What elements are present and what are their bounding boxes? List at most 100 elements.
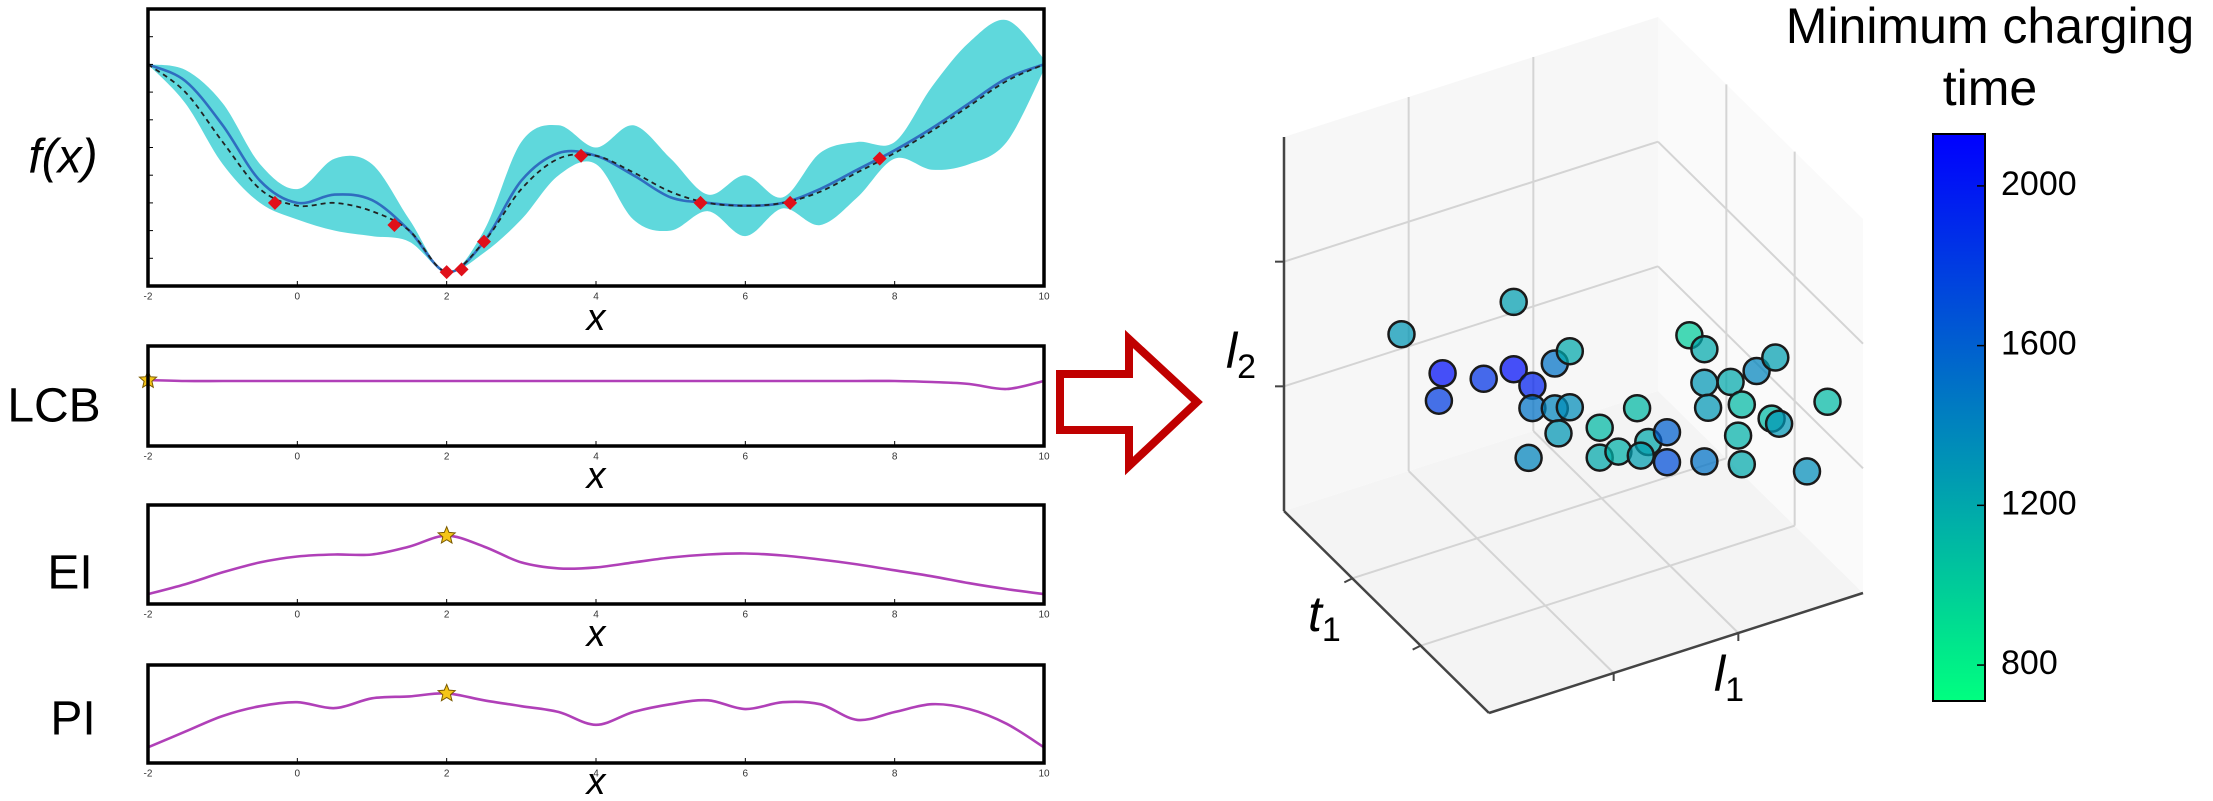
observation — [439, 265, 454, 280]
observation — [477, 234, 491, 249]
data-point — [1387, 319, 1416, 349]
y-axis-label: EI — [47, 547, 92, 600]
axis-label: t1 — [1308, 586, 1341, 649]
data-point — [1652, 417, 1682, 447]
axis-tick — [1343, 577, 1353, 584]
x-tick-label: -2 — [144, 769, 153, 780]
x-axis-label: x — [585, 455, 608, 497]
axis-label-subscript: 2 — [1237, 348, 1256, 386]
data-point — [1622, 393, 1652, 423]
data-point — [1544, 419, 1573, 448]
axis-line — [1488, 591, 1864, 715]
axis-label: l2 — [1226, 323, 1256, 386]
data-point — [1761, 343, 1790, 372]
axis-label-subscript: 1 — [1725, 671, 1744, 709]
data-point — [1585, 413, 1614, 442]
x-tick-label: 8 — [892, 292, 898, 303]
x-tick-label: 10 — [1038, 769, 1050, 780]
y-axis-label: f(x) — [28, 131, 97, 184]
back-pane — [1284, 17, 1658, 511]
data-point — [1792, 457, 1822, 486]
pane-grid — [1407, 470, 1615, 674]
axis-label-main: l — [1714, 646, 1727, 702]
colorbar — [1932, 133, 1986, 702]
x-tick-label: 0 — [295, 610, 301, 621]
x-tick-label: 6 — [743, 610, 749, 621]
observation — [267, 195, 282, 210]
data-point — [1727, 390, 1757, 419]
x-tick-label: -2 — [144, 292, 153, 303]
data-point — [1626, 441, 1656, 470]
confidence-band — [148, 19, 1044, 273]
x-tick-label: -2 — [144, 610, 153, 621]
curve — [147, 378, 1045, 391]
floor-pane — [1284, 391, 1863, 713]
pane-grid — [1283, 140, 1659, 263]
observation — [574, 148, 589, 163]
data-point — [1469, 364, 1498, 394]
next-sample-star — [436, 525, 457, 545]
x-tick-label: 10 — [1038, 452, 1050, 463]
x-tick-label: 2 — [444, 769, 450, 780]
x-tick-label: 4 — [593, 610, 599, 621]
x-tick-label: 8 — [892, 610, 898, 621]
observation — [387, 218, 402, 233]
colorbar-tick-label: 1200 — [2001, 484, 2077, 522]
x-tick-label: 10 — [1038, 610, 1050, 621]
x-tick-label: 2 — [444, 452, 450, 463]
x-tick-label: 6 — [743, 452, 749, 463]
data-point — [1428, 359, 1457, 388]
axis-label-main: t — [1308, 586, 1324, 642]
observation — [783, 195, 798, 210]
data-point — [1514, 443, 1543, 473]
data-point — [1499, 354, 1528, 384]
colorbar-tick-label: 2000 — [2001, 165, 2077, 203]
curve — [147, 534, 1045, 596]
curve — [147, 63, 1045, 274]
colorbar-title: time — [1943, 60, 2037, 116]
y-axis-label: PI — [50, 693, 95, 746]
data-point — [1727, 450, 1757, 479]
x-tick-label: 6 — [743, 769, 749, 780]
x-tick-label: 0 — [295, 452, 301, 463]
x-tick-label: -2 — [144, 452, 153, 463]
x-tick-label: 4 — [593, 452, 599, 463]
data-point — [1690, 368, 1719, 398]
axis-tick — [1412, 644, 1422, 651]
pane-grid — [1657, 140, 1864, 345]
panel-frame — [146, 344, 1046, 448]
next-sample-star — [436, 683, 457, 702]
data-point — [1764, 409, 1794, 438]
data-point — [1555, 336, 1585, 366]
data-point — [1690, 334, 1719, 364]
observation — [454, 262, 469, 277]
data-point — [1813, 387, 1842, 417]
x-tick-label: 8 — [892, 769, 898, 780]
arrow — [1056, 329, 1203, 476]
observation — [693, 195, 708, 210]
x-axis-label: x — [585, 613, 608, 655]
x-tick-label: 10 — [1038, 292, 1050, 303]
x-tick-label: 0 — [295, 292, 301, 303]
x-axis-label: x — [585, 761, 608, 801]
data-point — [1723, 421, 1753, 450]
side-pane — [1658, 17, 1863, 593]
axis-line — [1283, 510, 1490, 714]
x-tick-label: 2 — [444, 610, 450, 621]
data-point — [1693, 393, 1723, 423]
data-point — [1555, 393, 1585, 422]
axis-label: l1 — [1714, 646, 1744, 709]
x-tick-label: 2 — [444, 292, 450, 303]
data-point — [1424, 386, 1454, 415]
data-point — [1716, 367, 1745, 397]
pane-grid — [1420, 524, 1795, 647]
colorbar-tick-label: 800 — [2001, 644, 2058, 682]
data-point — [1652, 447, 1682, 477]
pane-grid — [1283, 265, 1659, 388]
pane-grid — [1352, 457, 1727, 580]
y-axis-label: LCB — [7, 380, 100, 433]
data-point — [1499, 287, 1528, 317]
panel-frame — [146, 503, 1046, 606]
